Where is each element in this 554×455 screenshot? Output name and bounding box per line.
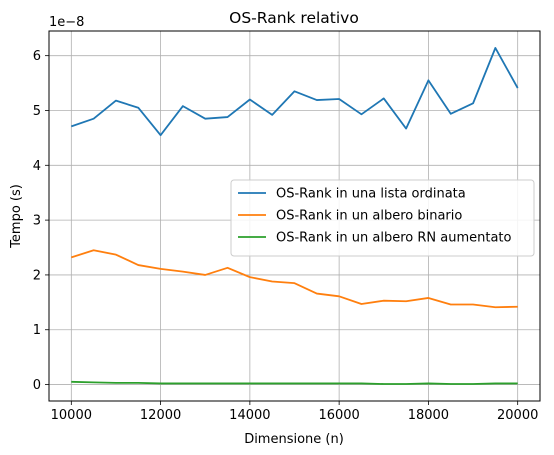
y-tick-label: 6: [33, 49, 41, 64]
legend-entry: OS-Rank in una lista ordinata: [276, 187, 466, 202]
y-axis-label: Tempo (s): [9, 184, 24, 249]
x-tick-label: 16000: [318, 408, 359, 423]
x-axis-label: Dimensione (n): [244, 432, 344, 447]
legend-entry: OS-Rank in un albero binario: [276, 209, 462, 224]
y-tick-label: 2: [33, 268, 41, 283]
chart-title: OS-Rank relativo: [229, 9, 359, 27]
x-tick-label: 10000: [51, 408, 92, 423]
x-tick-label: 14000: [229, 408, 270, 423]
series-line-1: [71, 47, 519, 137]
y-tick-label: 0: [33, 378, 41, 393]
y-tick-label: 5: [33, 104, 41, 119]
series-lines: [71, 47, 519, 385]
legend-box: [230, 179, 535, 257]
x-tick-label: 12000: [140, 408, 181, 423]
y-offset-label: 1e−8: [49, 15, 84, 30]
y-ticks: 0 1 2 3 4 5 6: [33, 49, 49, 393]
legend: OS-Rank in una lista ordinata OS-Rank in …: [230, 179, 535, 257]
y-tick-label: 3: [33, 214, 41, 229]
y-tick-label: 4: [33, 159, 41, 174]
x-tick-label: 18000: [408, 408, 449, 423]
series-line-2: [71, 249, 518, 309]
legend-entry: OS-Rank in un albero RN aumentato: [276, 231, 512, 246]
x-ticks: 10000 12000 14000 16000 18000 20000: [51, 401, 538, 423]
plot-frame: [48, 30, 541, 402]
x-tick-label: 20000: [497, 408, 538, 423]
y-tick-label: 1: [33, 323, 41, 338]
series-line-3: [71, 380, 518, 385]
